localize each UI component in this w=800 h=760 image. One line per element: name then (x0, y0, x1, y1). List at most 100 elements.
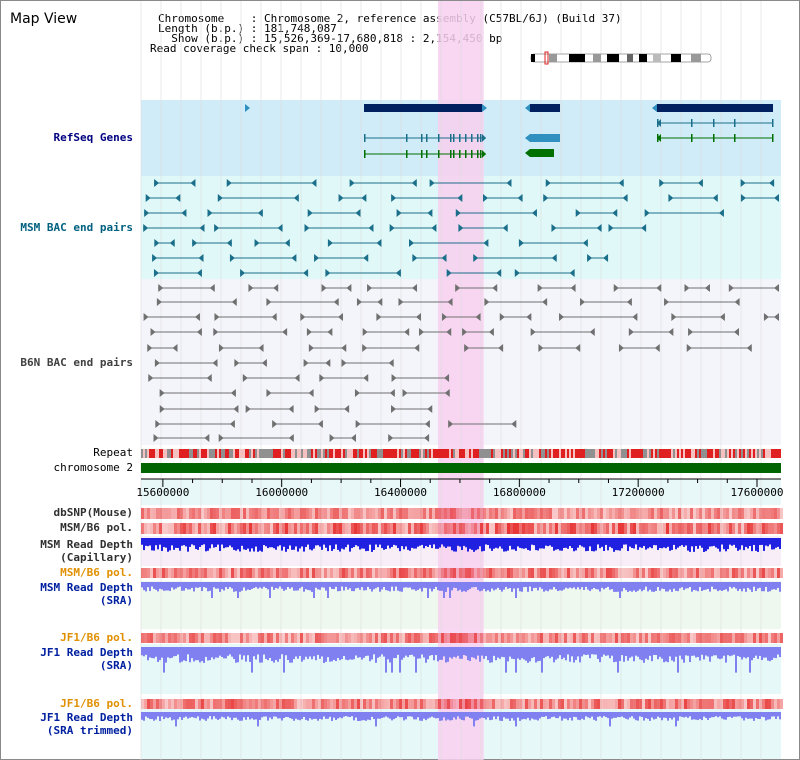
repeat-track (141, 449, 781, 458)
depth-bar (693, 582, 695, 590)
depth-bar (481, 647, 483, 656)
track-label-msm-depth-capillary[interactable]: MSM Read Depth (40, 538, 133, 551)
heat-cell (465, 633, 468, 643)
heat-cell (237, 699, 240, 709)
depth-bar (161, 538, 163, 551)
heat-cell (447, 508, 450, 519)
repeat-cell (147, 449, 149, 458)
track-label-msm-bac[interactable]: MSM BAC end pairs (20, 221, 133, 234)
heat-cell (357, 508, 360, 519)
depth-bar (599, 582, 601, 592)
repeat-cell (269, 449, 271, 458)
heat-cell (237, 568, 240, 578)
heat-cell (276, 699, 279, 709)
heat-cell (603, 523, 606, 534)
depth-bar (597, 712, 599, 717)
depth-bar (297, 538, 299, 552)
depth-bar (155, 538, 157, 546)
depth-bar (491, 712, 493, 720)
depth-bar (527, 538, 529, 550)
heat-cell (363, 523, 366, 534)
depth-bar (487, 712, 489, 718)
track-label-jf1-b6-pol[interactable]: JF1/B6 pol. (60, 631, 133, 644)
track-label-msm-b6-pol-sra[interactable]: MSM/B6 pol. (60, 566, 133, 579)
heat-cell (207, 699, 210, 709)
depth-bar (195, 538, 197, 550)
repeat-cell (329, 449, 331, 458)
bac-end-marker (498, 344, 504, 352)
track-label-b6n-bac[interactable]: B6N BAC end pairs (20, 356, 133, 369)
depth-bar (213, 538, 215, 548)
depth-bar (557, 538, 559, 550)
track-label-dbsnp[interactable]: dbSNP(Mouse) (53, 506, 133, 519)
track-label-jf1-depth-sra[interactable]: JF1 Read Depth (40, 646, 133, 659)
heat-cell (657, 508, 660, 519)
depth-bar (267, 582, 269, 590)
depth-bar (333, 647, 335, 660)
heat-cell (243, 633, 246, 643)
bac-end-marker (230, 389, 236, 397)
heat-cell (654, 523, 657, 534)
track-label-jf1-b6-pol-trim[interactable]: JF1/B6 pol. (60, 697, 133, 710)
depth-bar (573, 647, 575, 663)
heat-cell (315, 633, 318, 643)
repeat-cell (607, 449, 609, 458)
heat-cell (528, 699, 531, 709)
depth-bar (327, 538, 329, 552)
repeat-cell (779, 449, 781, 458)
repeat-cell (517, 449, 519, 458)
heat-cell (468, 508, 471, 519)
depth-bar (559, 582, 561, 591)
heat-cell (519, 568, 522, 578)
heat-cell (144, 523, 147, 534)
bac-end-marker (325, 359, 331, 367)
bac-end-marker (175, 194, 181, 202)
bac-end-marker (233, 405, 239, 413)
track-label-jf1-depth-trim[interactable]: JF1 Read Depth (40, 711, 133, 724)
depth-bar (429, 538, 431, 545)
repeat-cell (393, 449, 395, 458)
heat-cell (333, 523, 336, 534)
bac-end-marker (409, 239, 415, 247)
heat-cell (732, 568, 735, 578)
heat-cell (465, 523, 468, 534)
depth-bar (695, 582, 697, 591)
depth-bar (361, 712, 363, 721)
depth-bar (227, 538, 229, 548)
heat-cell (657, 523, 660, 534)
depth-bar (659, 582, 661, 591)
heat-cell (228, 568, 231, 578)
heat-cell (567, 699, 570, 709)
heat-cell (708, 508, 711, 519)
track-label-msm-b6-pol[interactable]: MSM/B6 pol. (60, 521, 133, 534)
depth-bar (479, 538, 481, 547)
depth-bar (675, 712, 677, 727)
heat-cell (549, 523, 552, 534)
depth-bar (217, 712, 219, 720)
heat-cell (150, 508, 153, 519)
repeat-cell (617, 449, 619, 458)
track-label-refseq[interactable]: RefSeq Genes (53, 131, 133, 144)
repeat-cell (445, 449, 447, 458)
track-label-msm-depth-sra[interactable]: MSM Read Depth (40, 581, 133, 594)
depth-bar (359, 582, 361, 590)
depth-bar (653, 582, 655, 592)
bac-end-marker (258, 344, 264, 352)
depth-bar (473, 582, 475, 588)
depth-bar (651, 712, 653, 718)
heat-cell (363, 568, 366, 578)
depth-bar (237, 712, 239, 720)
depth-bar (727, 647, 729, 656)
depth-bar (491, 538, 493, 551)
heat-cell (159, 568, 162, 578)
depth-bar (465, 647, 467, 656)
depth-bar (309, 582, 311, 591)
repeat-cell (377, 449, 379, 458)
depth-bar (251, 538, 253, 549)
heat-cell (618, 568, 621, 578)
depth-bar (589, 647, 591, 659)
depth-bar (379, 712, 381, 719)
heat-cell (300, 568, 303, 578)
heat-cell (177, 633, 180, 643)
